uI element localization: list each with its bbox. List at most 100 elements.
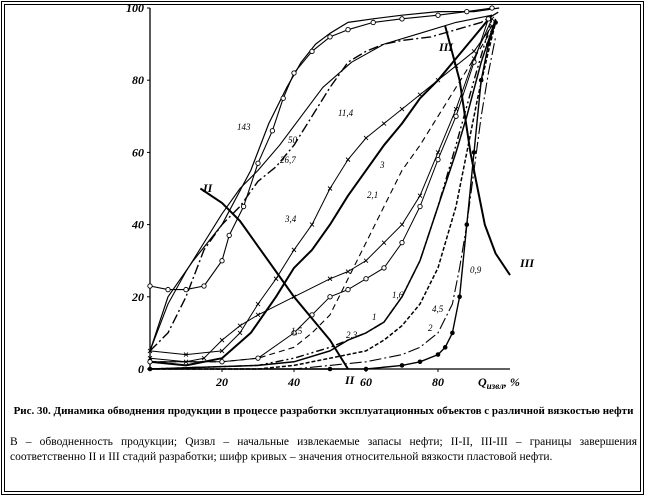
data-point <box>269 128 276 134</box>
data-point <box>345 27 351 33</box>
data-point <box>435 12 441 18</box>
y-tick-label: 40 <box>131 218 144 232</box>
data-point <box>485 16 492 22</box>
data-point <box>435 352 441 357</box>
data-point <box>435 156 441 163</box>
data-point <box>165 286 171 293</box>
data-point <box>219 359 225 365</box>
curve-label: 3 <box>379 160 385 170</box>
series-line-0-9 <box>150 22 497 370</box>
data-point <box>471 150 477 155</box>
data-point <box>489 5 495 11</box>
y-tick-label: 80 <box>132 73 144 87</box>
series-line-II <box>199 187 349 370</box>
series-line-1 <box>149 18 493 370</box>
data-point <box>417 193 423 199</box>
data-point <box>255 160 261 166</box>
data-point <box>201 355 207 361</box>
data-point <box>255 355 261 361</box>
data-point <box>219 258 225 264</box>
data-point <box>327 34 333 40</box>
data-point <box>399 222 405 227</box>
curve-label: 4,5 <box>432 304 444 314</box>
data-point <box>381 265 387 271</box>
data-point <box>219 348 225 354</box>
data-point <box>219 337 225 343</box>
figure-caption-title: Рис. 30. Динамика обводнения продукции в… <box>13 405 634 417</box>
boundary-label: II <box>344 373 356 387</box>
data-point <box>399 106 405 112</box>
data-point <box>345 157 351 162</box>
boundary-label: III <box>438 40 454 54</box>
series-line-4-5 <box>150 22 497 370</box>
x-tick-label: 60 <box>360 375 372 389</box>
data-point <box>183 359 189 365</box>
y-tick-label: 100 <box>126 1 144 15</box>
curve-label: 26,7 <box>280 155 296 165</box>
data-point <box>370 19 376 26</box>
series-line-3 <box>149 14 493 367</box>
data-point <box>291 247 297 253</box>
data-point <box>363 258 369 264</box>
data-point <box>183 352 189 357</box>
data-point <box>201 283 207 289</box>
data-point <box>147 359 153 365</box>
data-point <box>226 232 232 239</box>
data-point <box>363 276 369 282</box>
data-point <box>417 203 423 210</box>
data-point <box>417 359 423 365</box>
y-tick-label: 0 <box>138 362 144 376</box>
data-point <box>183 286 189 293</box>
data-point <box>489 16 495 22</box>
series-line-2-1 <box>150 29 493 363</box>
x-axis-label: Qизвл, % <box>478 375 520 391</box>
data-point <box>240 203 247 210</box>
curve-label: 11,4 <box>338 108 354 118</box>
data-point <box>327 366 333 372</box>
data-point <box>327 276 333 282</box>
data-point <box>464 222 470 227</box>
data-point <box>255 312 261 318</box>
data-point <box>273 276 279 282</box>
curve-label: 2 <box>428 323 433 333</box>
data-point <box>147 348 153 354</box>
data-point <box>280 95 286 101</box>
data-point <box>237 330 243 336</box>
figure-caption-legend: В – обводненность продукции; Qизвл – нач… <box>10 436 637 463</box>
curve-label: 2,3 <box>346 330 358 340</box>
data-point <box>147 355 153 361</box>
data-point <box>309 48 315 54</box>
series-line-2 <box>150 36 497 370</box>
data-point <box>457 294 462 300</box>
data-point <box>478 77 484 83</box>
data-point <box>363 366 369 372</box>
data-point <box>435 150 441 155</box>
data-point <box>327 186 333 191</box>
data-point <box>453 113 459 119</box>
curve-label: 1 <box>372 312 377 322</box>
data-point <box>381 121 387 126</box>
x-tick-label: 20 <box>215 375 228 389</box>
series-line-143 <box>149 7 500 352</box>
data-point <box>399 16 405 22</box>
data-point <box>363 135 369 141</box>
data-point <box>399 363 405 368</box>
data-point <box>381 240 387 245</box>
curve-label: 0,9 <box>470 265 482 275</box>
boundary-label: II <box>202 181 214 195</box>
figure-inner-frame <box>4 4 641 492</box>
data-point <box>255 301 261 307</box>
curve-label: 2,1 <box>367 190 378 200</box>
boundary-label: III <box>519 256 535 270</box>
y-tick-label: 20 <box>131 290 144 304</box>
data-point <box>417 92 423 97</box>
x-tick-label: 80 <box>432 375 444 389</box>
curve-label: 1,6 <box>392 290 404 300</box>
curve-label: 1,5 <box>291 326 303 336</box>
curve-label: 50 <box>288 135 298 145</box>
y-tick-label: 60 <box>132 145 144 159</box>
data-point <box>453 106 459 112</box>
series-line-26-7 <box>149 14 493 352</box>
